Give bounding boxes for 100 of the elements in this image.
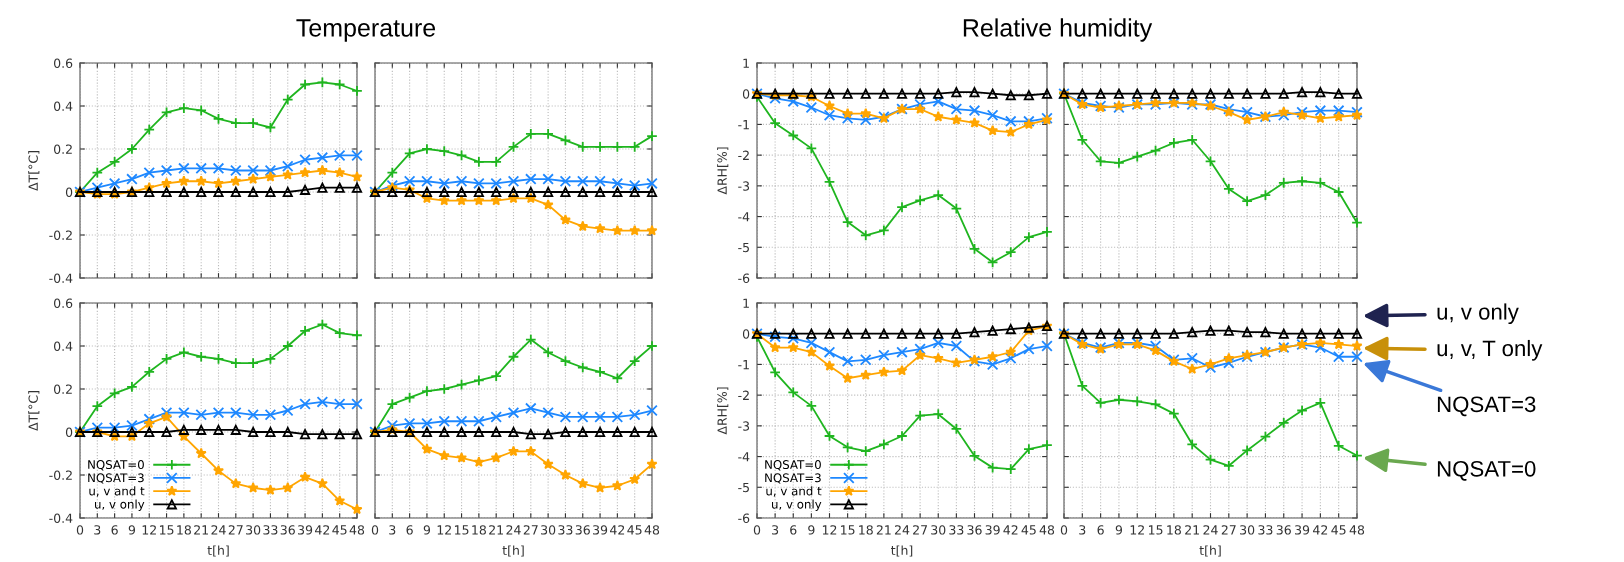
y-tick-label: -2 xyxy=(738,390,749,400)
x-tick-label: 18 xyxy=(177,525,191,535)
y-tick-label: -6 xyxy=(738,513,750,523)
y-tick-label: 0.4 xyxy=(54,101,73,111)
y-tick-label: -4 xyxy=(738,212,750,222)
y-tick-label: 0.2 xyxy=(54,144,72,154)
x-tick-label: 24 xyxy=(1203,525,1218,535)
y-tick-label: 0 xyxy=(742,329,750,339)
y-tick-label: 0 xyxy=(65,187,73,197)
y-tick-label: -5 xyxy=(738,482,749,493)
x-tick-label: 30 xyxy=(931,525,946,535)
x-tick-label: 39 xyxy=(985,525,1000,535)
x-tick-label: 42 xyxy=(315,525,330,535)
x-axis-title: t[h] xyxy=(891,545,913,557)
x-tick-label: 24 xyxy=(894,525,910,535)
x-tick-label: 42 xyxy=(1003,525,1018,535)
chart-title: Temperature xyxy=(296,19,436,42)
text: NQSAT=3 xyxy=(1437,396,1536,417)
y-tick-label: -3 xyxy=(738,181,750,191)
x-tick-label: 33 xyxy=(949,525,964,535)
x-tick-label: 39 xyxy=(298,525,313,535)
legend-label: NQSAT=0 xyxy=(88,460,144,471)
y-tick-label: 1 xyxy=(743,58,749,68)
x-tick-label: 27 xyxy=(228,525,243,535)
x-tick-label: 48 xyxy=(349,525,365,535)
x-tick-label: 9 xyxy=(128,525,136,535)
x-tick-label: 3 xyxy=(772,525,779,535)
x-tick-label: 3 xyxy=(1079,525,1086,535)
legend-label: u, v and t xyxy=(89,486,145,497)
x-tick-label: 45 xyxy=(1331,525,1346,535)
x-tick-label: 45 xyxy=(1021,525,1036,535)
x-tick-label: 33 xyxy=(1258,525,1273,535)
y-axis-title: ΔRH[%] xyxy=(717,387,729,435)
y-tick-label: -3 xyxy=(738,421,750,431)
x-tick-label: 33 xyxy=(263,525,278,535)
x-tick-label: 36 xyxy=(967,525,982,535)
x-tick-label: 9 xyxy=(808,525,815,535)
x-tick-label: 30 xyxy=(246,525,261,535)
x-tick-label: 6 xyxy=(790,525,797,535)
legend-label: u, v only xyxy=(772,499,822,511)
x-tick-label: 36 xyxy=(575,525,590,535)
x-tick-label: 9 xyxy=(1115,525,1123,535)
x-tick-label: 12 xyxy=(822,525,837,535)
legend-label: NQSAT=3 xyxy=(765,473,821,484)
y-tick-label: -0.4 xyxy=(49,273,73,283)
y-tick-label: -0.2 xyxy=(49,470,72,480)
x-tick-label: 21 xyxy=(194,525,208,535)
x-tick-label: 6 xyxy=(111,525,118,535)
y-tick-label: 0 xyxy=(742,89,750,99)
x-tick-label: 48 xyxy=(1349,525,1365,535)
x-tick-label: 0 xyxy=(1060,525,1068,535)
y-tick-label: 0.6 xyxy=(54,298,73,308)
y-axis-title: ΔT[°C] xyxy=(28,391,40,431)
x-tick-label: 48 xyxy=(644,525,660,535)
x-tick-label: 45 xyxy=(627,525,642,535)
x-tick-label: 15 xyxy=(159,525,174,535)
y-axis-title: ΔRH[%] xyxy=(717,147,729,195)
x-tick-label: 0 xyxy=(371,525,379,535)
x-tick-label: 12 xyxy=(142,525,156,535)
x-tick-label: 15 xyxy=(841,525,855,535)
x-tick-label: 24 xyxy=(506,525,521,535)
x-tick-label: 27 xyxy=(913,525,928,535)
y-tick-label: 0.4 xyxy=(54,341,73,351)
x-tick-label: 0 xyxy=(76,525,84,535)
x-tick-label: 45 xyxy=(332,525,347,535)
y-tick-label: -6 xyxy=(738,273,750,283)
y-tick-label: -2 xyxy=(738,150,749,160)
y-tick-label: 0 xyxy=(65,427,73,437)
x-tick-label: 9 xyxy=(423,525,431,535)
text: NQSAT=0 xyxy=(1437,460,1536,481)
x-tick-label: 30 xyxy=(541,525,556,535)
x-tick-label: 21 xyxy=(489,525,503,535)
y-tick-label: -5 xyxy=(738,242,749,253)
x-tick-label: 27 xyxy=(523,525,538,535)
x-axis-title: t[h] xyxy=(207,545,229,557)
x-axis-title: t[h] xyxy=(1199,545,1221,557)
y-tick-label: -0.4 xyxy=(49,513,73,523)
x-tick-label: 24 xyxy=(211,525,226,535)
text: u, v, T only xyxy=(1437,339,1543,361)
y-tick-label: 0.2 xyxy=(54,384,72,394)
y-tick-label: -1 xyxy=(738,120,749,130)
x-tick-label: 3 xyxy=(94,525,101,535)
x-tick-label: 15 xyxy=(1148,525,1163,535)
x-tick-label: 21 xyxy=(1185,525,1199,535)
legend-label: u, v and t xyxy=(766,486,822,497)
x-tick-label: 39 xyxy=(1295,525,1310,535)
x-tick-label: 3 xyxy=(389,525,396,535)
x-tick-label: 18 xyxy=(1167,525,1181,535)
legend-label: NQSAT=3 xyxy=(88,473,144,484)
x-tick-label: 18 xyxy=(859,525,873,535)
x-tick-label: 21 xyxy=(876,525,891,535)
x-tick-label: 30 xyxy=(1240,525,1255,535)
x-tick-label: 36 xyxy=(1276,525,1291,535)
legend-label: NQSAT=0 xyxy=(765,460,821,471)
x-tick-label: 0 xyxy=(753,525,761,535)
x-tick-label: 18 xyxy=(472,525,486,535)
x-tick-label: 12 xyxy=(437,525,451,535)
y-axis-title: ΔT[°C] xyxy=(28,151,40,191)
x-axis-title: t[h] xyxy=(502,545,524,557)
x-tick-label: 6 xyxy=(406,525,413,535)
